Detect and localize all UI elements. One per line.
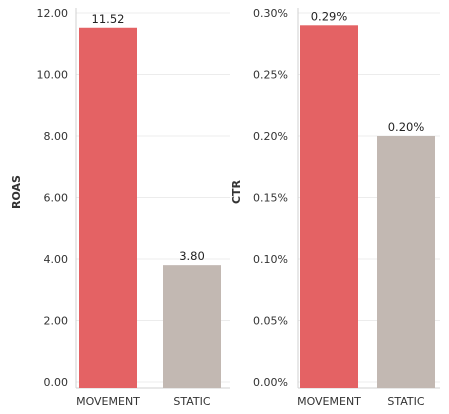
roas-data-label: 11.52 <box>92 12 125 26</box>
roas-bar-movement <box>79 27 137 388</box>
ctr-y-tick-label: 0.25% <box>253 69 288 82</box>
ctr-y-tick-label: 0.15% <box>253 192 288 205</box>
roas-y-tick-label: 2.00 <box>44 315 69 328</box>
ctr-bar-movement <box>300 25 358 389</box>
roas-y-tick-label: 4.00 <box>44 253 69 266</box>
roas-y-tick-label: 0.00 <box>44 376 69 389</box>
roas-y-tick-label: 10.00 <box>37 69 69 82</box>
roas-y-tick-label: 6.00 <box>44 192 69 205</box>
ctr-y-tick-label: 0.30% <box>253 7 288 20</box>
ctr-y-tick-label: 0.00% <box>253 376 288 389</box>
roas-bar-static <box>163 265 221 388</box>
ctr-category-label: STATIC <box>387 395 424 408</box>
roas-category-label: STATIC <box>173 395 210 408</box>
roas-y-tick-label: 12.00 <box>37 7 69 20</box>
ctr-category-label: MOVEMENT <box>297 395 361 408</box>
ctr-data-label: 0.20% <box>388 120 425 134</box>
roas-category-label: MOVEMENT <box>76 395 140 408</box>
ctr-bar-static <box>377 136 435 388</box>
ctr-data-label: 0.29% <box>311 9 348 23</box>
roas-y-tick-label: 8.00 <box>44 130 69 143</box>
ctr-panel: CTR 0.00% 0.05% 0.10% 0.15% 0.20% 0.25% 0.30% 0… <box>230 7 440 408</box>
roas-axis-label: ROAS <box>10 175 23 209</box>
ctr-y-tick-label: 0.10% <box>253 253 288 266</box>
roas-panel: ROAS 0.00 2.00 4.00 6.00 8.00 10.00 12.00 11.52… <box>10 7 230 408</box>
ctr-y-tick-label: 0.05% <box>253 315 288 328</box>
ctr-axis-label: CTR <box>230 179 243 204</box>
ctr-y-tick-label: 0.20% <box>253 130 288 143</box>
roas-data-label: 3.80 <box>179 249 205 263</box>
